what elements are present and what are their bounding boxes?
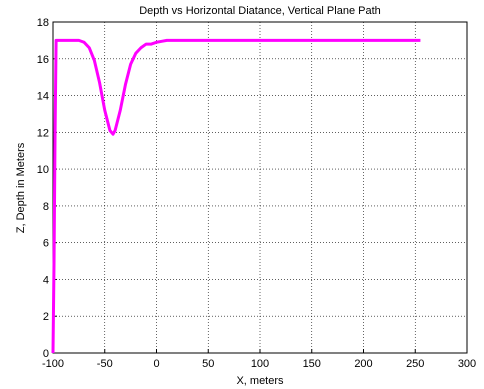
y-tick-label: 12 bbox=[37, 127, 49, 139]
plot-frame bbox=[52, 21, 468, 354]
y-tick-label: 8 bbox=[43, 201, 49, 213]
x-tick-label: 300 bbox=[458, 358, 476, 370]
x-tick-label: 100 bbox=[251, 358, 269, 370]
y-tick-label: 4 bbox=[43, 274, 49, 286]
chart-title: Depth vs Horizontal Diatance, Vertical P… bbox=[139, 5, 381, 17]
x-tick-label: 250 bbox=[406, 358, 424, 370]
x-tick-label: 200 bbox=[354, 358, 372, 370]
y-tick-label: 2 bbox=[43, 311, 49, 323]
x-tick-label: 50 bbox=[202, 358, 214, 370]
data-line bbox=[51, 38, 421, 354]
x-tick-label: 0 bbox=[153, 358, 159, 370]
y-tick-label: 16 bbox=[37, 54, 49, 66]
x-tick-label: 150 bbox=[303, 358, 321, 370]
y-axis-label: Z, Depth in Meters bbox=[15, 142, 27, 233]
y-tick-label: 18 bbox=[37, 17, 49, 29]
y-tick-label: 0 bbox=[43, 348, 49, 360]
x-tick-label: -50 bbox=[97, 358, 113, 370]
y-tick-label: 6 bbox=[43, 238, 49, 250]
x-tick-label: -100 bbox=[42, 358, 64, 370]
x-axis-label: X, meters bbox=[236, 375, 284, 387]
y-tick-label: 10 bbox=[37, 164, 49, 176]
y-tick-label: 14 bbox=[37, 91, 49, 103]
